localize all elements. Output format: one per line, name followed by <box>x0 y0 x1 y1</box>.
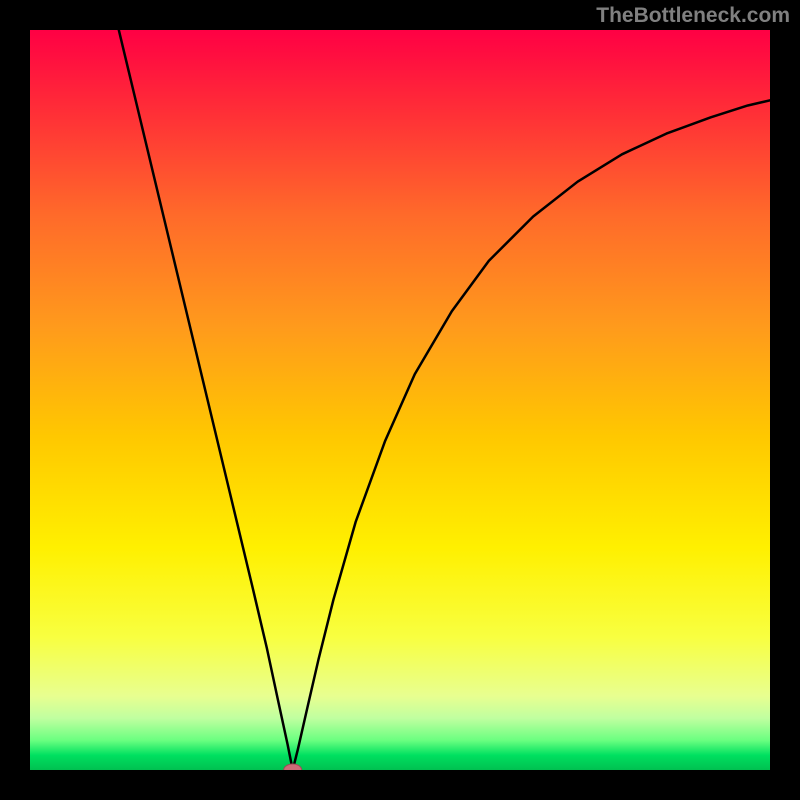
plot-area <box>30 30 770 770</box>
gradient-chart <box>30 30 770 770</box>
gradient-background <box>30 30 770 770</box>
watermark-text: TheBottleneck.com <box>596 4 790 28</box>
